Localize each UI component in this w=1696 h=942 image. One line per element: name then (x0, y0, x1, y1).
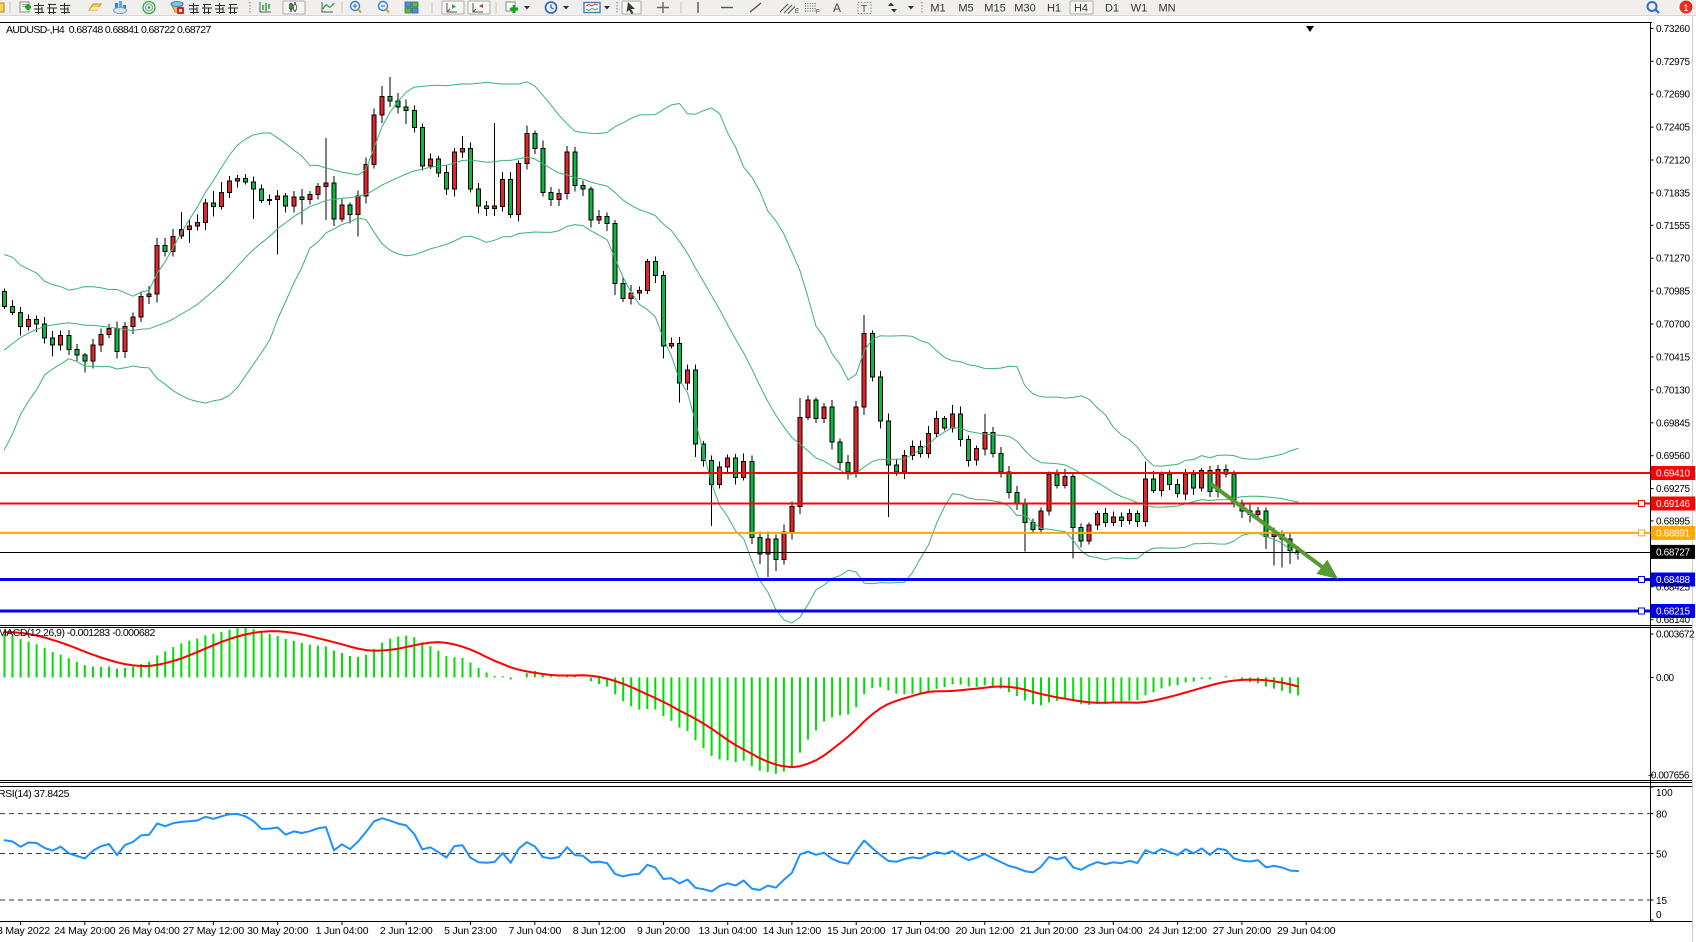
svg-text:0.71270: 0.71270 (1656, 254, 1690, 265)
svg-text:M30: M30 (1014, 3, 1035, 15)
svg-text:7 Jun 04:00: 7 Jun 04:00 (508, 925, 561, 937)
svg-text:50: 50 (1656, 850, 1668, 861)
svg-text:17 Jun 04:00: 17 Jun 04:00 (891, 925, 950, 937)
svg-text:80: 80 (1656, 810, 1668, 821)
svg-text:29 Jun 04:00: 29 Jun 04:00 (1277, 925, 1336, 937)
svg-text:0.71835: 0.71835 (1656, 188, 1690, 199)
svg-text:23 May 2022: 23 May 2022 (0, 925, 50, 937)
svg-text:23 Jun 04:00: 23 Jun 04:00 (1084, 925, 1143, 937)
svg-text:0.72975: 0.72975 (1656, 57, 1690, 68)
svg-text:0.69410: 0.69410 (1656, 469, 1690, 480)
svg-text:24 Jun 12:00: 24 Jun 12:00 (1148, 925, 1207, 937)
svg-text:AUDUSD-,H4 0.68748 0.68841 0.: AUDUSD-,H4 0.68748 0.68841 0.68722 0.687… (6, 24, 212, 36)
svg-text:0.69146: 0.69146 (1656, 499, 1690, 510)
svg-text:1: 1 (1683, 3, 1688, 13)
svg-text:0.70985: 0.70985 (1656, 287, 1690, 298)
svg-text:0.69845: 0.69845 (1656, 418, 1690, 429)
svg-text:0.72405: 0.72405 (1656, 123, 1690, 134)
svg-text:0.68140: 0.68140 (1656, 615, 1690, 626)
svg-text:1 Jun 04:00: 1 Jun 04:00 (316, 925, 369, 937)
svg-text:T: T (861, 4, 867, 15)
svg-text:0.68215: 0.68215 (1656, 607, 1690, 618)
svg-text:14 Jun 12:00: 14 Jun 12:00 (763, 925, 822, 937)
svg-text:30 May 20:00: 30 May 20:00 (247, 925, 309, 937)
svg-text:0.70415: 0.70415 (1656, 352, 1690, 363)
svg-text:0.72690: 0.72690 (1656, 90, 1690, 101)
svg-text:H4: H4 (1074, 3, 1088, 15)
svg-text:13 Jun 04:00: 13 Jun 04:00 (699, 925, 758, 937)
svg-text:D1: D1 (1105, 3, 1119, 15)
svg-text:M5: M5 (958, 3, 973, 15)
svg-text:RSI(14) 37.8425: RSI(14) 37.8425 (0, 788, 70, 800)
svg-text:0.00: 0.00 (1656, 673, 1675, 684)
svg-text:0.72120: 0.72120 (1656, 156, 1690, 167)
svg-text:0.69560: 0.69560 (1656, 451, 1690, 462)
svg-text:0: 0 (1656, 910, 1662, 921)
svg-text:0.68891: 0.68891 (1656, 528, 1690, 539)
svg-text:9 Jun 20:00: 9 Jun 20:00 (637, 925, 690, 937)
svg-text:-0.007656: -0.007656 (1648, 771, 1690, 782)
svg-text:0.68727: 0.68727 (1656, 547, 1690, 558)
svg-text:0.70130: 0.70130 (1656, 385, 1690, 396)
svg-text:0.70700: 0.70700 (1656, 320, 1690, 331)
svg-text:0.68488: 0.68488 (1656, 575, 1690, 586)
svg-text:F: F (816, 10, 820, 16)
svg-text:20 Jun 12:00: 20 Jun 12:00 (956, 925, 1015, 937)
svg-text:0.73260: 0.73260 (1656, 24, 1690, 35)
svg-text:21 Jun 20:00: 21 Jun 20:00 (1020, 925, 1079, 937)
svg-text:26 May 04:00: 26 May 04:00 (118, 925, 180, 937)
svg-text:0.003672: 0.003672 (1656, 630, 1695, 641)
svg-text:0.71555: 0.71555 (1656, 221, 1690, 232)
svg-text:0.68710: 0.68710 (1656, 549, 1690, 560)
svg-text:A: A (833, 1, 841, 15)
svg-text:100: 100 (1656, 788, 1673, 799)
svg-text:2 Jun 12:00: 2 Jun 12:00 (380, 925, 433, 937)
svg-text:MN: MN (1158, 3, 1175, 15)
svg-text:15: 15 (1656, 896, 1668, 907)
svg-text:0.68995: 0.68995 (1656, 516, 1690, 527)
svg-text:0.69275: 0.69275 (1656, 484, 1690, 495)
svg-text:24 May 20:00: 24 May 20:00 (54, 925, 116, 937)
svg-text:E: E (795, 9, 799, 15)
svg-text:15 Jun 20:00: 15 Jun 20:00 (827, 925, 886, 937)
svg-text:27 Jun 20:00: 27 Jun 20:00 (1213, 925, 1272, 937)
svg-text:MACD(12,26,9) -0.001283 -0.000: MACD(12,26,9) -0.001283 -0.000682 (0, 627, 156, 639)
svg-text:M15: M15 (984, 3, 1005, 15)
svg-text:M1: M1 (930, 3, 945, 15)
svg-text:H1: H1 (1047, 3, 1061, 15)
svg-text:5 Jun 23:00: 5 Jun 23:00 (444, 925, 497, 937)
svg-text:27 May 12:00: 27 May 12:00 (183, 925, 245, 937)
svg-text:0.68425: 0.68425 (1656, 582, 1690, 593)
svg-text:8 Jun 12:00: 8 Jun 12:00 (573, 925, 626, 937)
svg-text:W1: W1 (1131, 3, 1148, 15)
